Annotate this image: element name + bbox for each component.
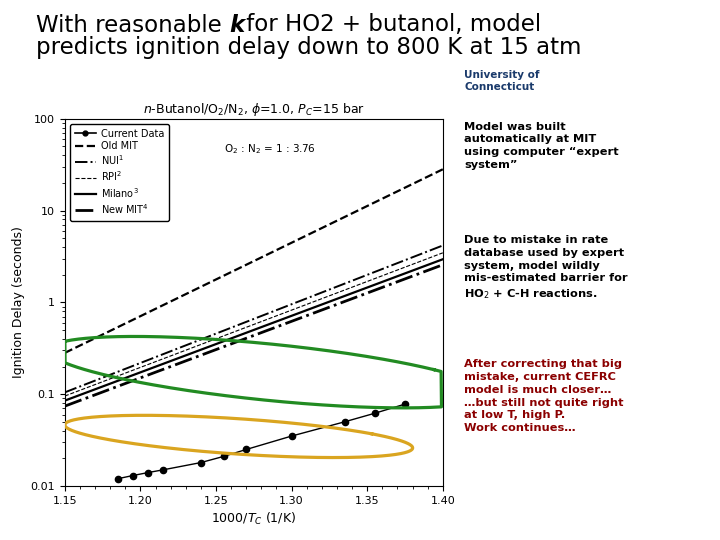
X-axis label: 1000/$T_C$ (1/K): 1000/$T_C$ (1/K) bbox=[211, 511, 297, 528]
Text: Model was built
automatically at MIT
using computer “expert
system”: Model was built automatically at MIT usi… bbox=[464, 122, 619, 170]
Text: predicts ignition delay down to 800 K at 15 atm: predicts ignition delay down to 800 K at… bbox=[36, 36, 582, 59]
Legend: Current Data, Old MIT, NUI$^1$, RPI$^2$, Milano$^3$, New MIT$^4$: Current Data, Old MIT, NUI$^1$, RPI$^2$,… bbox=[70, 124, 169, 221]
Text: University of
Connecticut: University of Connecticut bbox=[464, 70, 540, 92]
Text: After correcting that big
mistake, current CEFRC
model is much closer…
…but stil: After correcting that big mistake, curre… bbox=[464, 359, 624, 433]
Text: Due to mistake in rate
database used by expert
system, model wildly
mis-estimate: Due to mistake in rate database used by … bbox=[464, 235, 628, 301]
Title: $n$-Butanol/O$_2$/N$_2$, $\phi$=1.0, $P_C$=15 bar: $n$-Butanol/O$_2$/N$_2$, $\phi$=1.0, $P_… bbox=[143, 101, 365, 118]
Y-axis label: Ignition Delay (seconds): Ignition Delay (seconds) bbox=[12, 226, 25, 379]
Text: for HO2 + butanol, model: for HO2 + butanol, model bbox=[239, 14, 541, 37]
Text: k: k bbox=[229, 14, 244, 37]
Text: With reasonable: With reasonable bbox=[36, 14, 229, 37]
Text: O$_2$ : N$_2$ = 1 : 3.76: O$_2$ : N$_2$ = 1 : 3.76 bbox=[223, 143, 315, 157]
